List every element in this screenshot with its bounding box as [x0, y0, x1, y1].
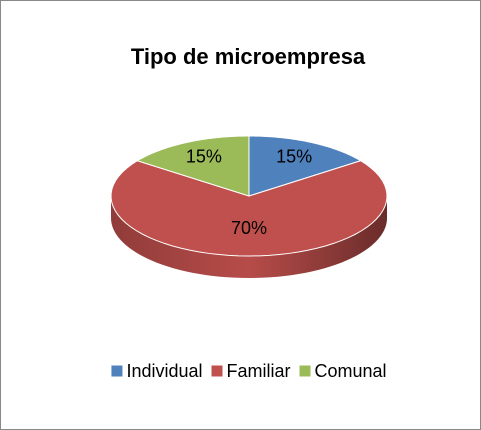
slice: [110, 160, 388, 257]
legend-swatch: [299, 365, 311, 377]
legend-label: Familiar: [227, 361, 291, 381]
legend-item: Familiar: [211, 361, 291, 381]
legend-label: Individual: [126, 361, 202, 381]
legend-item: Comunal: [299, 361, 387, 381]
pie: 15% 70% 15%: [110, 135, 388, 278]
slice: [136, 135, 250, 197]
chart-title: Tipo de microempresa: [131, 44, 366, 69]
legend-item: Individual: [111, 361, 203, 381]
legend-label: Comunal: [315, 361, 387, 381]
legend-swatch: [211, 365, 223, 377]
slice: [248, 135, 362, 197]
data-label: 15%: [276, 146, 312, 166]
data-label: 15%: [186, 146, 222, 166]
data-label: 70%: [231, 218, 267, 238]
legend-swatch: [111, 365, 123, 377]
slice-side-shade: [111, 196, 387, 278]
legend: Individual Familiar Comunal: [111, 361, 387, 381]
